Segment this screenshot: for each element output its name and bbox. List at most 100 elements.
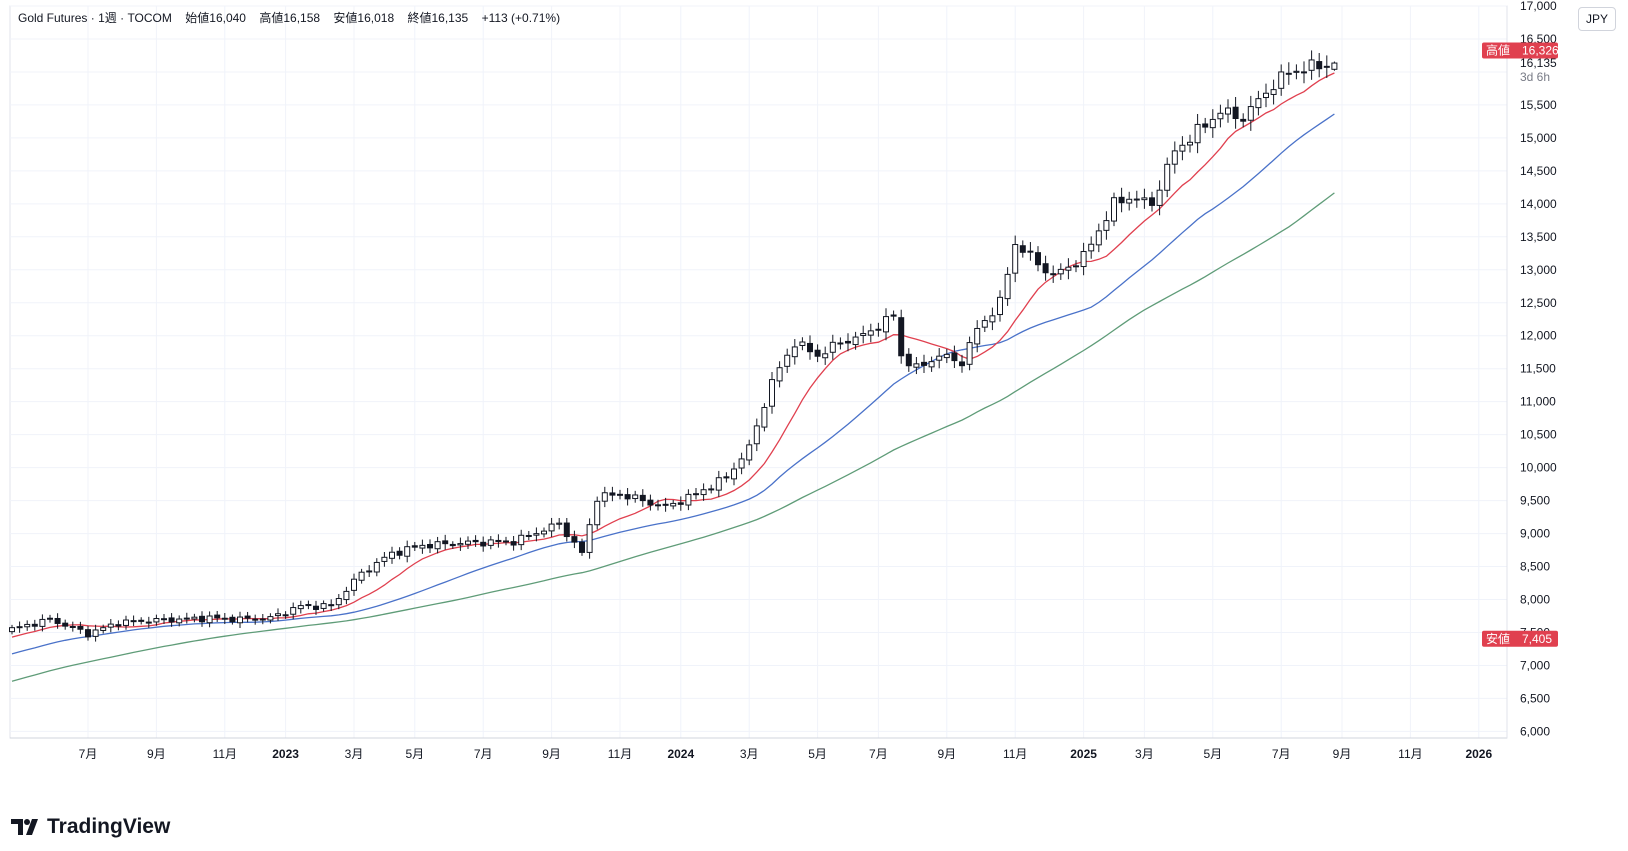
candle-body: [556, 522, 563, 525]
legend-symbol: Gold Futures: [18, 11, 88, 25]
candle-body: [92, 629, 99, 637]
candle-body: [1301, 71, 1307, 74]
x-tick-label: 2024: [667, 747, 694, 761]
candle-body: [381, 556, 388, 562]
candle-body: [1217, 112, 1224, 120]
candle-body: [1004, 273, 1011, 300]
candle-body: [275, 613, 281, 617]
candle-body: [1065, 266, 1072, 271]
candle-body: [320, 603, 327, 609]
candle-body: [366, 570, 373, 573]
y-tick-label: 15,500: [1520, 98, 1557, 112]
candle-body: [1164, 163, 1171, 191]
candle-body: [85, 629, 91, 638]
x-tick-label: 11月: [1398, 747, 1422, 761]
tradingview-logo[interactable]: TradingView: [11, 815, 170, 839]
x-tick-label: 2025: [1070, 747, 1097, 761]
candle-body: [807, 342, 813, 353]
candle-body: [1255, 98, 1262, 109]
y-tick-label: 11,000: [1520, 395, 1556, 409]
candle-body: [776, 367, 783, 382]
candle-body: [1171, 150, 1178, 165]
candle-body: [130, 620, 137, 623]
candle-body: [586, 524, 593, 553]
candle-body: [860, 333, 867, 336]
candle-body: [670, 502, 677, 507]
candle-body: [9, 627, 15, 633]
candle-body: [1156, 189, 1163, 206]
candle-body: [1308, 59, 1315, 71]
candle-body: [723, 476, 730, 479]
legend-change: +113 (+0.71%): [481, 11, 561, 25]
y-tick-label: 8,000: [1520, 593, 1550, 607]
candle-body: [738, 458, 745, 469]
candle-body: [829, 341, 836, 353]
candle-body: [16, 626, 23, 629]
candle-body: [959, 361, 965, 367]
candle-body: [1194, 123, 1201, 144]
legend-close-label: 終値: [407, 11, 432, 25]
candle-body: [1263, 92, 1269, 99]
candle-body: [594, 500, 601, 526]
candle-body: [457, 543, 464, 546]
candle-body: [837, 342, 844, 345]
candle-body: [358, 571, 365, 581]
candle-body: [77, 625, 84, 630]
candle-body: [905, 353, 912, 367]
candle-body: [510, 541, 517, 546]
candle-body: [206, 615, 213, 624]
candle-body: [1027, 250, 1034, 253]
candle-body: [100, 627, 107, 631]
candle-body: [845, 340, 851, 344]
candle-body: [465, 540, 471, 545]
low-marker-value: 7,405: [1522, 632, 1552, 646]
candle-body: [39, 618, 46, 627]
bar-countdown: 3d 6h: [1520, 70, 1550, 84]
y-tick-label: 13,000: [1520, 263, 1557, 277]
candle-body: [677, 502, 684, 505]
high-marker-bg: [1482, 42, 1558, 59]
candle-body: [966, 342, 973, 365]
candle-body: [183, 617, 190, 620]
x-tick-label: 5月: [808, 747, 827, 761]
candle-body: [267, 616, 274, 621]
low-marker-bg: [1482, 630, 1558, 647]
y-tick-label: 15,000: [1520, 131, 1557, 145]
candle-body: [115, 624, 122, 627]
candle-body: [1187, 141, 1193, 146]
candle-body: [328, 604, 335, 607]
candle-body: [1126, 198, 1133, 204]
x-tick-label: 3月: [740, 747, 759, 761]
candle-body: [199, 615, 205, 623]
candle-body: [373, 561, 380, 573]
legend-interval: 1週: [98, 11, 117, 25]
legend-high: 16,158: [283, 11, 321, 25]
y-tick-label: 9,500: [1520, 494, 1550, 508]
y-tick-label: 12,000: [1520, 329, 1557, 343]
candle-body: [335, 598, 342, 606]
candle-body: [1012, 244, 1019, 274]
candle-body: [1019, 245, 1026, 253]
candle-body: [62, 622, 69, 627]
plot-area: [9, 5, 1508, 739]
candle-body: [1073, 265, 1079, 268]
candle-body: [533, 533, 540, 536]
legend-close: 16,135: [431, 11, 469, 25]
x-tick-label: 11月: [213, 747, 237, 761]
high-marker-value: 16,326: [1522, 43, 1559, 57]
candle-body: [814, 349, 821, 357]
candle-body: [609, 492, 616, 496]
x-tick-label: 3月: [345, 747, 364, 761]
x-tick-label: 11月: [608, 747, 632, 761]
legend-high-label: 高値: [259, 11, 284, 25]
candle-body: [214, 614, 221, 619]
candle-body: [928, 361, 935, 368]
candle-body: [624, 494, 631, 500]
candle-body: [31, 623, 38, 627]
candle-body: [632, 494, 639, 500]
currency-button[interactable]: JPY: [1578, 7, 1616, 31]
candle-body: [639, 494, 646, 502]
candle-body: [1133, 198, 1140, 201]
tradingview-logo-icon: [11, 819, 38, 835]
